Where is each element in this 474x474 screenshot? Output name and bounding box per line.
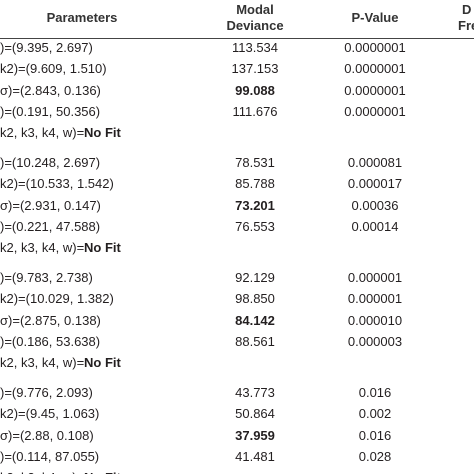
deviance-cell: 85.788 (235, 176, 275, 192)
parameters-cell: )=(9.395, 2.697) (0, 40, 93, 55)
parameters-cell: )=(0.221, 47.588) (0, 218, 101, 234)
header-parameters: Parameters (46, 10, 118, 25)
p-value-cell: 0.002 (358, 406, 392, 422)
p-value-cell: 0.0000001 (344, 61, 406, 77)
deviance-cell: 84.142 (235, 312, 275, 328)
p-value-cell: 0.0000001 (344, 82, 406, 98)
deviance-cell: 41.481 (235, 448, 275, 464)
deviance-cell: 137.153 (231, 61, 279, 77)
no-fit-label: No Fit (84, 355, 121, 371)
no-fit-label: No Fit (84, 125, 121, 141)
p-value-cell: 0.016 (358, 385, 392, 400)
p-value-cell: 0.000003 (347, 333, 403, 349)
deviance-cell: 111.676 (232, 103, 278, 119)
parameters-cell: )=(0.191, 50.356) (0, 103, 101, 119)
p-value-cell: 0.028 (358, 448, 392, 464)
no-fit-prefix: k2, k3, k4, w)= (0, 240, 85, 256)
p-value-cell: 0.000010 (347, 312, 403, 328)
p-value-cell: 0.000081 (347, 155, 403, 170)
p-value-cell: 0.000001 (347, 291, 403, 307)
header-rule (0, 38, 474, 39)
deviance-cell: 99.088 (235, 82, 275, 98)
deviance-cell: 43.773 (235, 385, 275, 400)
deviance-cell: 50.864 (235, 406, 275, 422)
parameters-cell: k2)=(9.609, 1.510) (0, 61, 107, 77)
p-value-cell: 0.000017 (347, 176, 403, 192)
no-fit-prefix: k2, k3, k4, w)= (0, 125, 85, 141)
no-fit-prefix: k2, k3, k4, w)= (0, 355, 85, 371)
header-deviance: Modal (236, 2, 274, 17)
deviance-cell: 88.561 (235, 333, 275, 349)
parameters-cell: k2)=(10.533, 1.542) (0, 176, 114, 192)
p-value-cell: 0.000001 (347, 270, 403, 285)
parameters-cell: )=(9.783, 2.738) (0, 270, 93, 285)
deviance-cell: 78.531 (235, 155, 275, 170)
parameters-cell: σ)=(2.88, 0.108) (0, 427, 94, 443)
deviance-cell: 73.201 (235, 197, 275, 213)
parameters-cell: k2)=(9.45, 1.063) (0, 406, 100, 422)
parameters-cell: )=(0.114, 87.055) (0, 448, 100, 464)
p-value-cell: 0.0000001 (344, 40, 406, 55)
no-fit-label: No Fit (84, 470, 121, 474)
p-value-cell: 0.016 (358, 427, 392, 443)
parameters-cell: σ)=(2.843, 0.136) (0, 82, 101, 98)
parameters-cell: σ)=(2.875, 0.138) (0, 312, 101, 328)
header-last: Fre (458, 18, 474, 33)
deviance-cell: 98.850 (235, 291, 275, 307)
parameters-cell: σ)=(2.931, 0.147) (0, 197, 101, 213)
header-last: D (462, 2, 472, 17)
p-value-cell: 0.00014 (351, 218, 399, 234)
deviance-cell: 92.129 (235, 270, 275, 285)
deviance-cell: 37.959 (235, 427, 275, 443)
parameters-cell: )=(9.776, 2.093) (0, 385, 93, 400)
deviance-cell: 113.534 (231, 40, 279, 55)
no-fit-label: No Fit (84, 240, 121, 256)
header-deviance: Deviance (226, 18, 284, 33)
p-value-cell: 0.00036 (351, 197, 399, 213)
header-p-value: P-Value (351, 10, 399, 25)
no-fit-prefix: k2, k3, k4, w)= (0, 470, 84, 474)
parameters-cell: )=(10.248, 2.697) (0, 155, 101, 170)
parameters-cell: )=(0.186, 53.638) (0, 333, 101, 349)
parameters-cell: k2)=(10.029, 1.382) (0, 291, 114, 307)
p-value-cell: 0.0000001 (344, 103, 406, 119)
deviance-cell: 76.553 (235, 218, 275, 234)
